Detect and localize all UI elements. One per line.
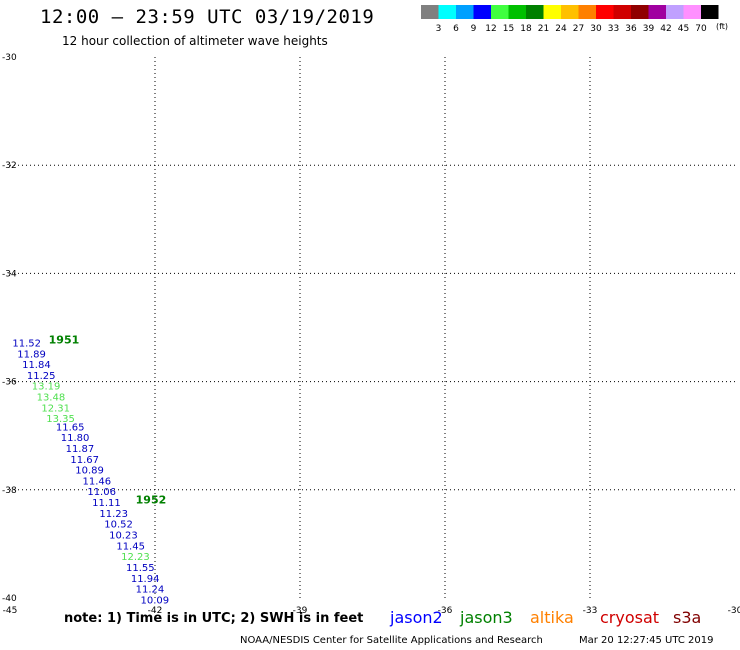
color-scale-label: 36 [625,24,637,34]
y-tick-label: -38 [2,486,17,496]
color-scale-label: 70 [695,24,707,34]
color-swatch [456,5,474,19]
color-scale-label: 42 [660,24,671,34]
swh-data-label: 11.23 [99,509,128,520]
color-swatch [438,5,456,19]
color-swatch [473,5,491,19]
x-tick-label: -45 [3,606,18,616]
footer-credit: NOAA/NESDIS Center for Satellite Applica… [240,635,543,646]
y-tick-label: -40 [2,594,17,604]
color-scale-label: 9 [471,24,477,34]
x-tick-label: -30 [728,606,740,616]
color-swatch [683,5,701,19]
swh-data-label: 13.35 [46,414,75,425]
legend-note: note: 1) Time is in UTC; 2) SWH is in fe… [64,611,364,626]
color-swatch [561,5,579,19]
swh-data-label: 12.23 [121,552,150,563]
footer-timestamp: Mar 20 12:27:45 UTC 2019 [579,635,714,646]
swh-data-label: 11.80 [61,433,90,444]
swh-data-label: 11.84 [22,360,51,371]
swh-data-label: 11.65 [56,422,85,433]
swh-data-label: 12.31 [41,403,70,414]
chart-subtitle: 12 hour collection of altimeter wave hei… [62,34,328,48]
swh-data-label: 11.24 [136,585,165,596]
x-tick-label: -33 [583,606,598,616]
swh-data-label: 13.19 [32,382,61,393]
swh-data-label: 11.11 [92,498,121,509]
swh-data-label: 11.94 [131,574,160,585]
color-swatch [543,5,561,19]
legend-cryosat: cryosat [600,608,660,627]
color-scale-label: 27 [573,24,584,34]
color-scale-bar: 3 6 9 12 15 18 21 24 27 30 33 36 39 42 45 70 [421,5,719,34]
color-scale-label: 24 [555,24,567,34]
swh-data-label: 11.87 [66,444,95,455]
color-scale-label: 33 [608,24,619,34]
color-scale-label: 12 [485,24,496,34]
color-swatch [421,5,439,19]
color-swatch [596,5,614,19]
time-label: 1952 [136,493,167,506]
y-tick-label: -32 [2,161,17,171]
legend-jason2: jason2 [390,608,443,627]
swh-data-label: 11.55 [126,563,155,574]
y-tick-label: -36 [2,378,17,388]
color-swatch [648,5,666,19]
x-tick-label: -36 [438,606,453,616]
color-swatch [508,5,526,19]
legend-s3a: s3a [673,608,702,627]
color-scale-label: 6 [453,24,459,34]
swh-data-label: 13.48 [37,393,66,404]
y-tick-label: -34 [2,269,17,279]
swh-data-label: 11.45 [116,541,145,552]
x-tick-label: -42 [148,606,163,616]
color-scale-label: 3 [436,24,442,34]
legend-altika: altika [530,608,574,627]
legend-jason3: jason3 [460,608,513,627]
color-scale-unit: (ft) [716,22,729,31]
color-swatch [631,5,649,19]
color-scale-label: 21 [538,24,549,34]
swh-data-label: 11.25 [27,371,56,382]
color-swatch [701,5,719,19]
time-label: 1951 [49,334,80,347]
color-swatch [526,5,544,19]
color-scale-label: 45 [678,24,689,34]
color-swatch [613,5,631,19]
color-scale-label: 30 [590,24,602,34]
swh-data-label: 11.67 [70,455,99,466]
swh-data-label: 10.52 [104,520,133,531]
color-scale-label: 39 [643,24,655,34]
color-swatch [491,5,509,19]
color-swatch [578,5,596,19]
swh-data-label: 11.89 [17,349,46,360]
swh-data-label: 10.23 [109,530,138,541]
swh-data-label: 11.52 [12,338,41,349]
swh-data-label: 11.46 [83,476,112,487]
color-swatch [666,5,684,19]
swh-data-label: 10.89 [75,466,104,477]
swh-data-label: 11.06 [87,487,116,498]
color-scale-label: 18 [520,24,532,34]
color-scale-label: 15 [503,24,514,34]
chart-title: 12:00 – 23:59 UTC 03/19/2019 [40,6,375,28]
y-tick-label: -30 [2,53,17,63]
swh-data-label: 10.09 [141,595,170,606]
x-tick-label: -39 [293,606,308,616]
